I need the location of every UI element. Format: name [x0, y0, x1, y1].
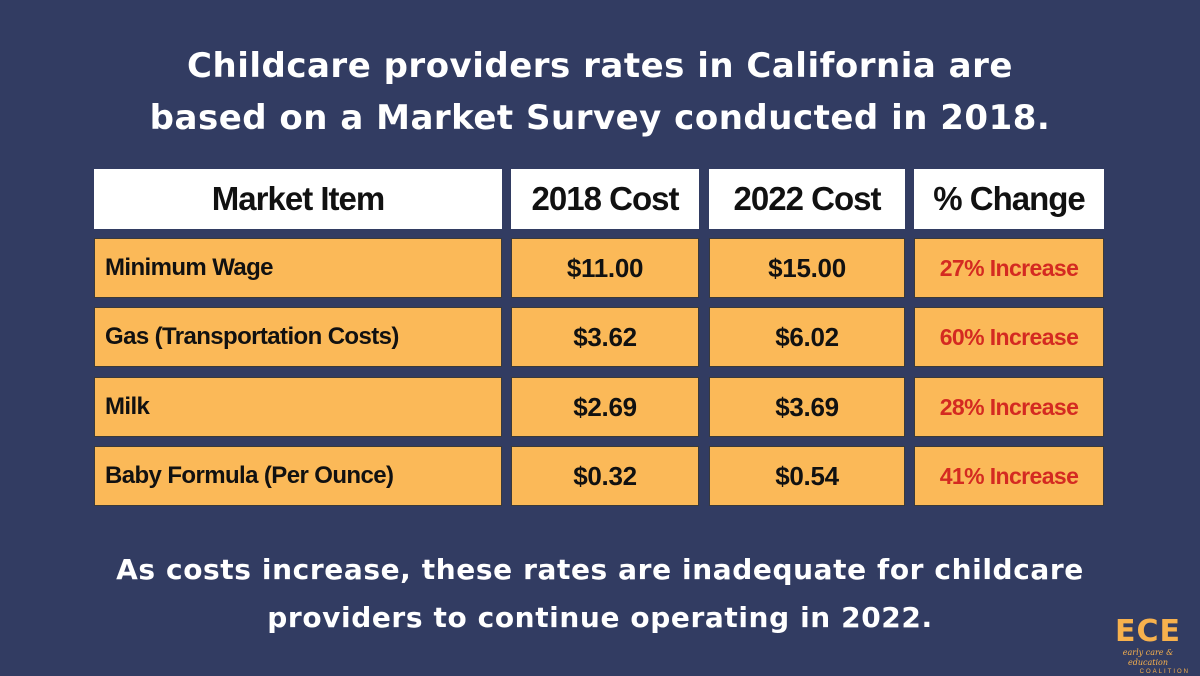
row-2-cost-2018: $3.62 — [511, 307, 699, 367]
row-3-change: 28% Increase — [914, 377, 1104, 437]
row-3-cost-2018: $2.69 — [511, 377, 699, 437]
row-1-cost-2022: $15.00 — [709, 238, 905, 298]
row-4-cost-2018: $0.32 — [511, 446, 699, 506]
row-2-change: 60% Increase — [914, 307, 1104, 367]
ece-coalition-logo: ECE early care & education COALITION — [1106, 614, 1190, 676]
row-2-cost-2022: $6.02 — [709, 307, 905, 367]
row-1-item: Minimum Wage — [94, 238, 502, 298]
row-4-cost-2022: $0.54 — [709, 446, 905, 506]
headline-line-1: Childcare providers rates in California … — [187, 46, 1013, 86]
row-4-item: Baby Formula (Per Ounce) — [94, 446, 502, 506]
footer-line-1: As costs increase, these rates are inade… — [116, 553, 1084, 586]
headline: Childcare providers rates in California … — [0, 40, 1200, 144]
header-percent-change: % Change — [914, 169, 1104, 229]
headline-line-2: based on a Market Survey conducted in 20… — [149, 98, 1051, 138]
logo-coalition: COALITION — [1139, 669, 1190, 675]
logo-wordmark: ECE — [1114, 614, 1181, 649]
footer-message: As costs increase, these rates are inade… — [0, 546, 1200, 642]
row-4-change: 41% Increase — [914, 446, 1104, 506]
row-1-cost-2018: $11.00 — [511, 238, 699, 298]
header-2022-cost: 2022 Cost — [709, 169, 905, 229]
row-3-cost-2022: $3.69 — [709, 377, 905, 437]
logo-tagline: early care & education — [1122, 648, 1174, 667]
header-market-item: Market Item — [94, 169, 502, 229]
row-1-change: 27% Increase — [914, 238, 1104, 298]
row-2-item: Gas (Transportation Costs) — [94, 307, 502, 367]
header-2018-cost: 2018 Cost — [511, 169, 699, 229]
row-3-item: Milk — [94, 377, 502, 437]
footer-line-2: providers to continue operating in 2022. — [267, 601, 933, 634]
